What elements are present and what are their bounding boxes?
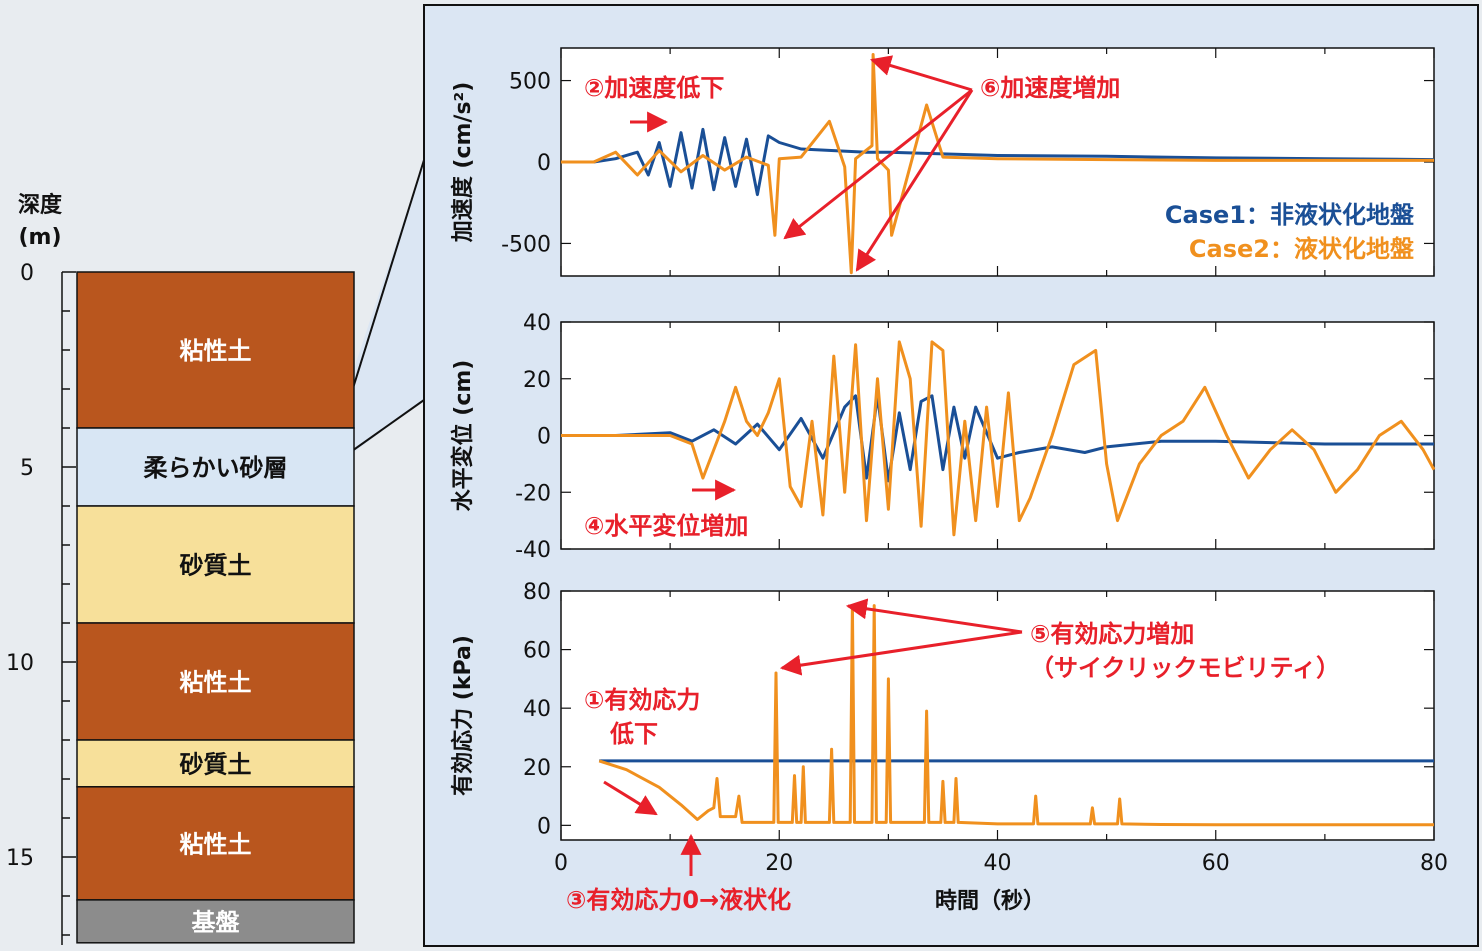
soil-layer-label-5: 粘性土 <box>180 830 252 858</box>
arrow-acc-inc-3 <box>855 89 974 272</box>
plot-frame-2 <box>560 590 1435 841</box>
soil-layer-3 <box>76 622 355 741</box>
series-line-case2 <box>561 340 1436 537</box>
annotation-stress-increase-1: ⑤有効応力増加 <box>1030 620 1194 648</box>
legend-entry-1: Case2：液状化地盤 <box>1189 235 1415 263</box>
x-tick-label: 20 <box>765 851 793 876</box>
soil-layer-label-4: 砂質土 <box>180 750 252 778</box>
y-axis-label-2: 有効応力 (kPa) <box>450 635 476 796</box>
y-tick-label: 0 <box>537 814 551 839</box>
annotations: ②加速度低下 ⑥加速度増加 ④水平変位増加 ①有効応力 低下 ③有効応力0→液状… <box>566 55 1340 914</box>
annotation-acc-increase: ⑥加速度増加 <box>980 74 1120 102</box>
y-tick-label: 80 <box>523 580 551 605</box>
arrow-stress-inc-2 <box>779 630 1023 676</box>
depth-tick-label: 5 <box>20 456 34 481</box>
y-tick-label: 0 <box>537 425 551 450</box>
annotation-disp-increase: ④水平変位増加 <box>584 512 748 540</box>
y-tick-label: 40 <box>523 697 551 722</box>
plot-frame-1 <box>560 321 1435 550</box>
chart-area: -500 0 500 加速度 (cm/s²) Case1：非液状化地盤 Case2：液状化… <box>450 47 1448 876</box>
series-line-case1 <box>561 127 1435 197</box>
y-tick-label: -20 <box>515 481 551 506</box>
annotation-stress-increase-2: （サイクリックモビリティ） <box>1030 654 1340 682</box>
y-axis-label-1: 水平変位 (cm) <box>450 360 476 512</box>
y-tick-label: 60 <box>523 639 551 664</box>
depth-tick-label: 0 <box>20 261 34 286</box>
soil-layer-6 <box>76 899 355 944</box>
x-tick-label: 80 <box>1420 851 1448 876</box>
series-line-case2 <box>561 53 1434 275</box>
soil-layer-1 <box>76 427 355 507</box>
annotation-stress-decrease-1: ①有効応力 <box>584 686 700 714</box>
legend-entry-0: Case1：非液状化地盤 <box>1165 201 1415 229</box>
y-tick-label: 40 <box>523 311 551 336</box>
arrow-stress-inc-1 <box>845 598 1023 634</box>
y-axis-label-0: 加速度 (cm/s²) <box>450 82 476 244</box>
arrow-acc-inc-1 <box>869 55 973 92</box>
x-tick-label: 0 <box>554 851 568 876</box>
depth-title-line2: (m) <box>18 225 61 250</box>
depth-tick-label: 15 <box>6 846 34 871</box>
soil-layer-label-1: 柔らかい砂層 <box>144 454 288 482</box>
series-line-case2 <box>598 604 1434 827</box>
soil-layer-0 <box>76 271 355 429</box>
soil-layer-label-0: 粘性土 <box>180 337 252 365</box>
y-tick-label: -500 <box>501 232 551 257</box>
soil-layer-5 <box>76 786 355 901</box>
series-line-case1 <box>561 394 1434 483</box>
y-tick-label: -40 <box>515 538 551 563</box>
arrow-stress-decrease <box>603 780 658 816</box>
y-tick-label: 20 <box>523 756 551 781</box>
depth-title-line1: 深度 <box>18 192 63 218</box>
x-axis-label: 時間（秒） <box>935 889 1045 914</box>
x-tick-label: 40 <box>984 851 1012 876</box>
arrow-acc-inc-2 <box>783 88 973 240</box>
soil-layer-label-2: 砂質土 <box>180 552 252 580</box>
y-tick-label: 20 <box>523 368 551 393</box>
soil-layer-4 <box>76 739 355 788</box>
soil-layer-label-6: 基盤 <box>192 908 241 936</box>
soil-layer-label-3: 粘性土 <box>180 669 252 697</box>
x-tick-label: 60 <box>1202 851 1230 876</box>
y-tick-label: 500 <box>509 70 551 95</box>
y-tick-label: 0 <box>537 151 551 176</box>
annotation-acc-decrease: ②加速度低下 <box>584 74 724 102</box>
annotation-liquefaction: ③有効応力0→液状化 <box>566 886 791 914</box>
annotation-stress-decrease-2: 低下 <box>609 720 658 748</box>
soil-layer-2 <box>76 505 355 624</box>
depth-tick-label: 10 <box>6 651 34 676</box>
